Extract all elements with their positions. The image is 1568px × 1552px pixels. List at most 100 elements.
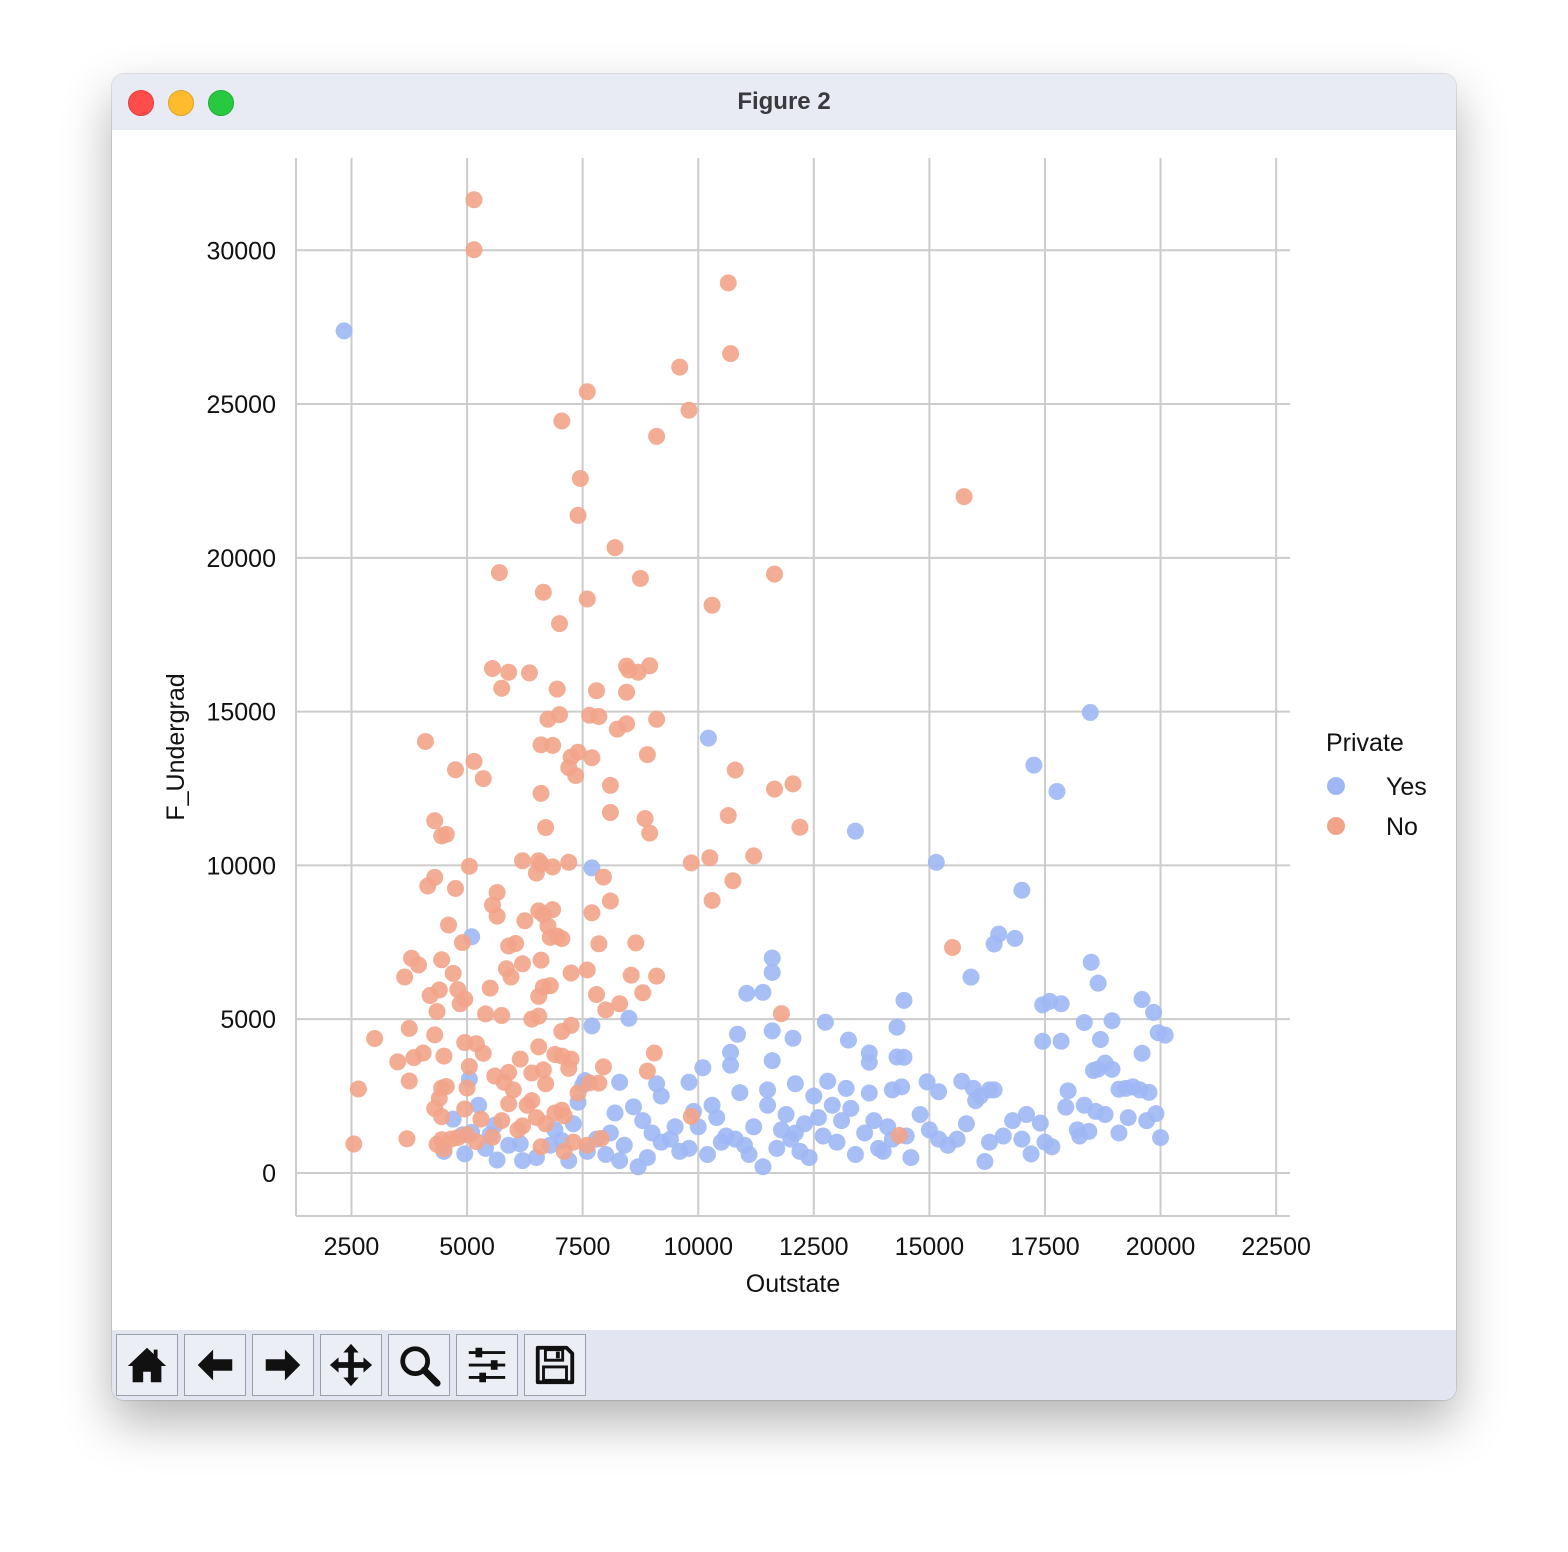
figure-canvas[interactable]: 2500 5000 7500 10000 12500 15000 17500 20000 225… — [112, 130, 1456, 1330]
data-point-yes — [1059, 1082, 1077, 1100]
data-point-yes — [1052, 1032, 1070, 1050]
data-point-yes — [888, 1018, 906, 1036]
scatter-plot: 2500 5000 7500 10000 12500 15000 17500 20000 225… — [162, 158, 1427, 1298]
data-point-yes — [1145, 1003, 1163, 1021]
data-point-no — [611, 995, 629, 1013]
data-point-no — [638, 746, 656, 764]
data-point-no — [562, 964, 580, 982]
configure-subplots-button[interactable] — [456, 1334, 518, 1396]
data-point-no — [500, 1095, 518, 1113]
data-point-no — [680, 401, 698, 419]
x-tick-label: 15000 — [895, 1233, 965, 1261]
data-point-no — [349, 1080, 367, 1098]
data-point-no — [606, 539, 624, 557]
data-point-no — [784, 775, 802, 793]
data-point-yes — [1082, 953, 1100, 971]
data-point-yes — [722, 1043, 740, 1061]
zoom-button[interactable] — [388, 1334, 450, 1396]
data-point-yes — [814, 1127, 832, 1145]
data-point-no — [421, 986, 439, 1004]
data-point-no — [588, 682, 606, 700]
x-tick-label: 5000 — [439, 1233, 495, 1261]
data-point-yes — [927, 853, 945, 871]
arrow-left-icon — [197, 1349, 233, 1381]
data-point-yes — [856, 1124, 874, 1142]
data-point-yes — [680, 1073, 698, 1091]
data-point-no — [465, 241, 483, 259]
data-point-yes — [846, 1145, 864, 1163]
data-point-no — [627, 934, 645, 952]
data-point-yes — [1025, 756, 1043, 774]
window-title: Figure 2 — [737, 88, 831, 115]
data-point-no — [562, 1016, 580, 1034]
data-point-yes — [488, 1151, 506, 1169]
data-point-yes — [1048, 783, 1066, 801]
data-point-no — [594, 868, 612, 886]
data-point-yes — [694, 1059, 712, 1077]
data-point-yes — [930, 1083, 948, 1101]
data-point-yes — [763, 963, 781, 981]
title-bar: Figure 2 — [112, 74, 1456, 131]
data-point-no — [703, 596, 721, 614]
back-button[interactable] — [184, 1334, 246, 1396]
data-point-no — [703, 891, 721, 909]
data-point-no — [622, 966, 640, 984]
data-point-yes — [335, 322, 353, 340]
data-point-yes — [1119, 1109, 1137, 1127]
data-point-yes — [895, 991, 913, 1009]
data-point-no — [648, 710, 666, 728]
close-window-button[interactable] — [128, 90, 154, 116]
data-point-no — [671, 358, 689, 376]
minimize-window-button[interactable] — [168, 90, 194, 116]
data-point-yes — [777, 1106, 795, 1124]
forward-button[interactable] — [252, 1334, 314, 1396]
data-point-yes — [823, 1096, 841, 1114]
data-point-no — [488, 907, 506, 925]
y-tick-label: 5000 — [220, 1006, 276, 1034]
data-point-no — [389, 1053, 407, 1071]
data-point-no — [701, 849, 719, 867]
data-point-yes — [583, 1017, 601, 1035]
data-point-yes — [1068, 1121, 1086, 1139]
data-point-no — [560, 1059, 578, 1077]
sliders-icon — [468, 1347, 506, 1383]
data-point-yes — [638, 1149, 656, 1167]
data-point-no — [594, 1058, 612, 1076]
data-point-yes — [1006, 929, 1024, 947]
data-point-yes — [918, 1073, 936, 1091]
data-point-no — [590, 1074, 608, 1092]
data-point-no — [345, 1135, 363, 1153]
maximize-window-button[interactable] — [208, 90, 234, 116]
arrow-right-icon — [265, 1349, 301, 1381]
data-point-no — [555, 1142, 573, 1160]
data-point-no — [456, 1100, 474, 1118]
data-point-no — [719, 807, 737, 825]
data-point-no — [366, 1030, 384, 1048]
data-point-yes — [611, 1152, 629, 1170]
data-point-no — [726, 761, 744, 779]
data-point-yes — [809, 1109, 827, 1127]
data-point-no — [530, 1007, 548, 1025]
pan-button[interactable] — [320, 1334, 382, 1396]
x-tick-label: 2500 — [324, 1233, 380, 1261]
save-button[interactable] — [524, 1334, 586, 1396]
data-point-no — [682, 1107, 700, 1125]
data-point-no — [560, 853, 578, 871]
data-point-no — [597, 1001, 615, 1019]
data-point-no — [511, 1050, 529, 1068]
data-point-no — [567, 767, 585, 785]
data-point-no — [447, 761, 465, 779]
data-point-yes — [1034, 1032, 1052, 1050]
data-point-no — [410, 956, 428, 974]
data-point-no — [453, 934, 471, 952]
data-point-yes — [994, 1127, 1012, 1145]
data-point-yes — [1057, 1098, 1075, 1116]
data-point-yes — [985, 935, 1003, 953]
data-point-yes — [1138, 1112, 1156, 1130]
data-point-yes — [865, 1112, 883, 1130]
data-point-yes — [634, 1112, 652, 1130]
data-point-yes — [800, 1149, 818, 1167]
home-button[interactable] — [116, 1334, 178, 1396]
data-point-no — [530, 987, 548, 1005]
data-point-no — [578, 383, 596, 401]
